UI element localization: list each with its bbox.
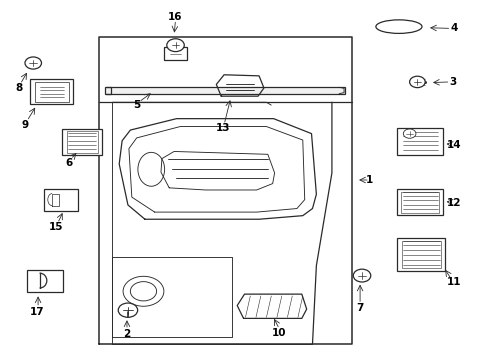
Text: 9: 9: [21, 120, 28, 130]
Text: 16: 16: [168, 12, 183, 22]
FancyBboxPatch shape: [163, 47, 187, 60]
Text: 11: 11: [446, 276, 461, 287]
Circle shape: [352, 269, 370, 282]
Text: 12: 12: [446, 198, 461, 208]
Text: 15: 15: [49, 222, 63, 232]
Text: 7: 7: [356, 303, 363, 314]
Text: 2: 2: [123, 329, 130, 339]
Text: 5: 5: [133, 100, 140, 110]
FancyBboxPatch shape: [105, 86, 345, 94]
FancyBboxPatch shape: [397, 238, 444, 271]
FancyBboxPatch shape: [44, 189, 78, 211]
Text: 13: 13: [215, 123, 229, 133]
Circle shape: [403, 129, 415, 138]
Text: 14: 14: [446, 140, 461, 150]
Text: 10: 10: [272, 328, 286, 338]
FancyBboxPatch shape: [397, 128, 442, 156]
FancyBboxPatch shape: [62, 129, 102, 155]
FancyBboxPatch shape: [397, 189, 442, 215]
Circle shape: [118, 303, 137, 317]
FancyBboxPatch shape: [27, 270, 63, 292]
FancyBboxPatch shape: [30, 79, 73, 104]
Text: 8: 8: [15, 83, 22, 93]
Circle shape: [166, 39, 184, 51]
Circle shape: [25, 57, 41, 69]
Text: 6: 6: [65, 158, 72, 168]
Text: 3: 3: [449, 77, 456, 87]
Ellipse shape: [375, 20, 421, 33]
Text: 1: 1: [366, 175, 373, 185]
Text: 17: 17: [29, 307, 44, 317]
Text: 4: 4: [450, 23, 457, 33]
Circle shape: [409, 76, 424, 87]
